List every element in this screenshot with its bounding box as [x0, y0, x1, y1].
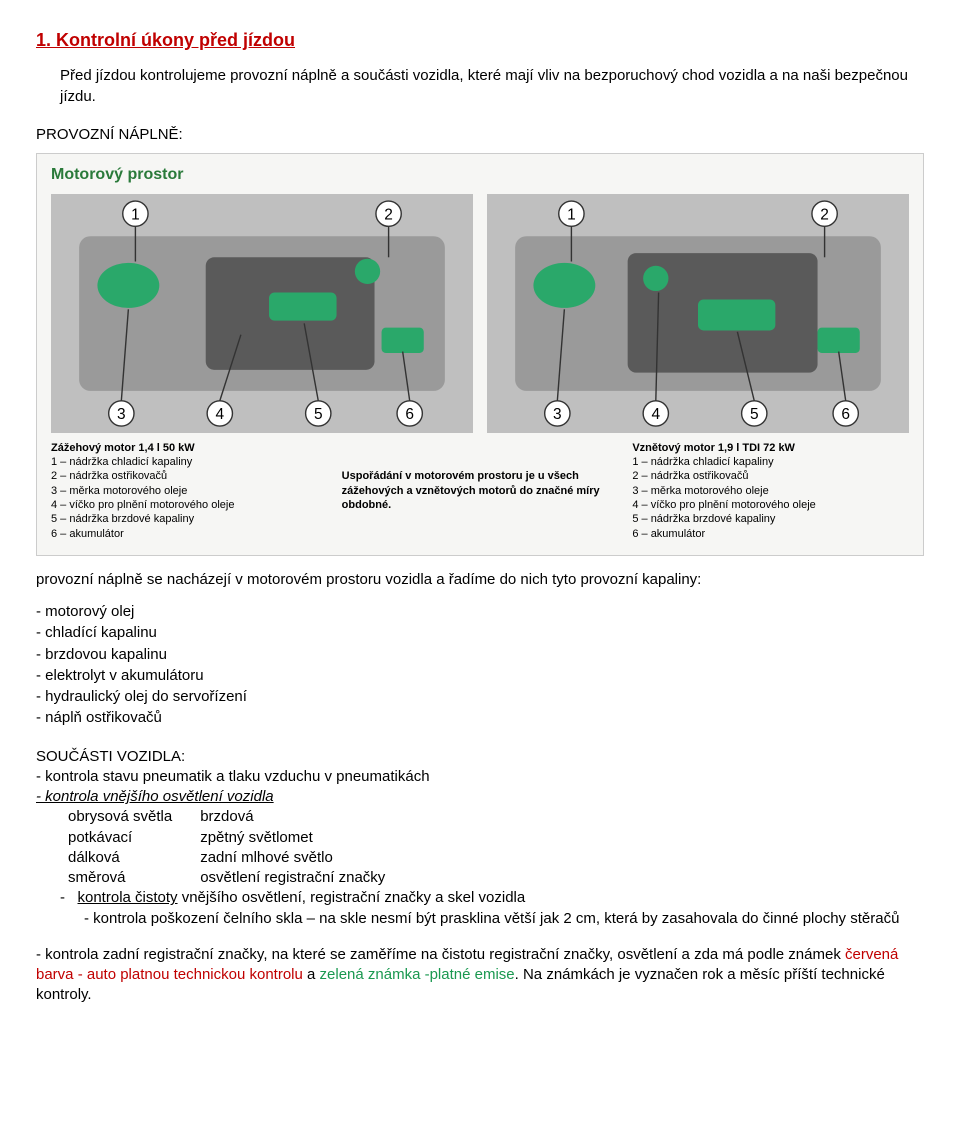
table-cell: obrysová světla — [68, 807, 200, 827]
svg-text:5: 5 — [750, 406, 759, 423]
svg-text:6: 6 — [841, 406, 850, 423]
list-item: - elektrolyt v akumulátoru — [36, 666, 924, 686]
section-provozni-naplne: PROVOZNÍ NÁPLNĚ: — [36, 125, 924, 145]
page-title: 1. Kontrolní úkony před jízdou — [36, 28, 924, 52]
table-cell: potkávací — [68, 828, 200, 848]
caption-left: Zážehový motor 1,4 l 50 kW 1 – nádržka c… — [51, 441, 328, 541]
list-item: - brzdovou kapalinu — [36, 645, 924, 665]
svg-text:4: 4 — [651, 406, 660, 423]
svg-text:2: 2 — [820, 206, 829, 223]
svg-text:3: 3 — [553, 406, 562, 423]
svg-text:2: 2 — [384, 206, 393, 223]
list-item: - motorový olej — [36, 602, 924, 622]
engine-diagram: Motorový prostor 1 2 — [36, 153, 924, 556]
caption-center: Uspořádání v motorovém prostoru je u vše… — [342, 441, 619, 541]
table-cell: dálková — [68, 848, 200, 868]
table-cell: směrová — [68, 868, 200, 888]
engine-illustration-left: 1 2 3 4 5 6 — [51, 194, 473, 433]
engine-illustration-right: 1 2 3 4 5 6 — [487, 194, 909, 433]
svg-text:5: 5 — [314, 406, 323, 423]
diagram-title: Motorový prostor — [51, 164, 909, 186]
list-item: - náplň ostřikovačů — [36, 708, 924, 728]
list-item: - chladící kapalinu — [36, 623, 924, 643]
list-item: - hydraulický olej do servořízení — [36, 687, 924, 707]
pneu-line: - kontrola stavu pneumatik a tlaku vzduc… — [36, 767, 924, 787]
fluids-list: - motorový olej - chladící kapalinu - br… — [36, 602, 924, 729]
section-soucasti: SOUČÁSTI VOZIDLA: — [36, 747, 924, 767]
svg-text:1: 1 — [131, 206, 140, 223]
lights-table: obrysová světlabrzdová potkávacízpětný s… — [68, 807, 413, 888]
svg-text:6: 6 — [405, 406, 414, 423]
caption-right: Vznětový motor 1,9 l TDI 72 kW 1 – nádrž… — [632, 441, 909, 541]
table-cell: zadní mlhové světlo — [200, 848, 413, 868]
svg-text:3: 3 — [117, 406, 126, 423]
table-cell: zpětný světlomet — [200, 828, 413, 848]
table-cell: brzdová — [200, 807, 413, 827]
svg-text:1: 1 — [567, 206, 576, 223]
table-cell: osvětlení registrační značky — [200, 868, 413, 888]
naplne-intro: provozní náplně se nacházejí v motorovém… — [36, 570, 924, 590]
cistota-line: - kontrola čistoty vnějšího osvětlení, r… — [60, 888, 924, 908]
osvetleni-line: - kontrola vnějšího osvětlení vozidla — [36, 787, 924, 807]
znacka-paragraph: - kontrola zadní registrační značky, na … — [36, 945, 924, 1006]
green-text: zelená známka -platné emise — [320, 966, 515, 983]
sklo-line: - kontrola poškození čelního skla – na s… — [84, 909, 924, 929]
intro-paragraph: Před jízdou kontrolujeme provozní náplně… — [60, 66, 924, 107]
svg-text:4: 4 — [215, 406, 224, 423]
